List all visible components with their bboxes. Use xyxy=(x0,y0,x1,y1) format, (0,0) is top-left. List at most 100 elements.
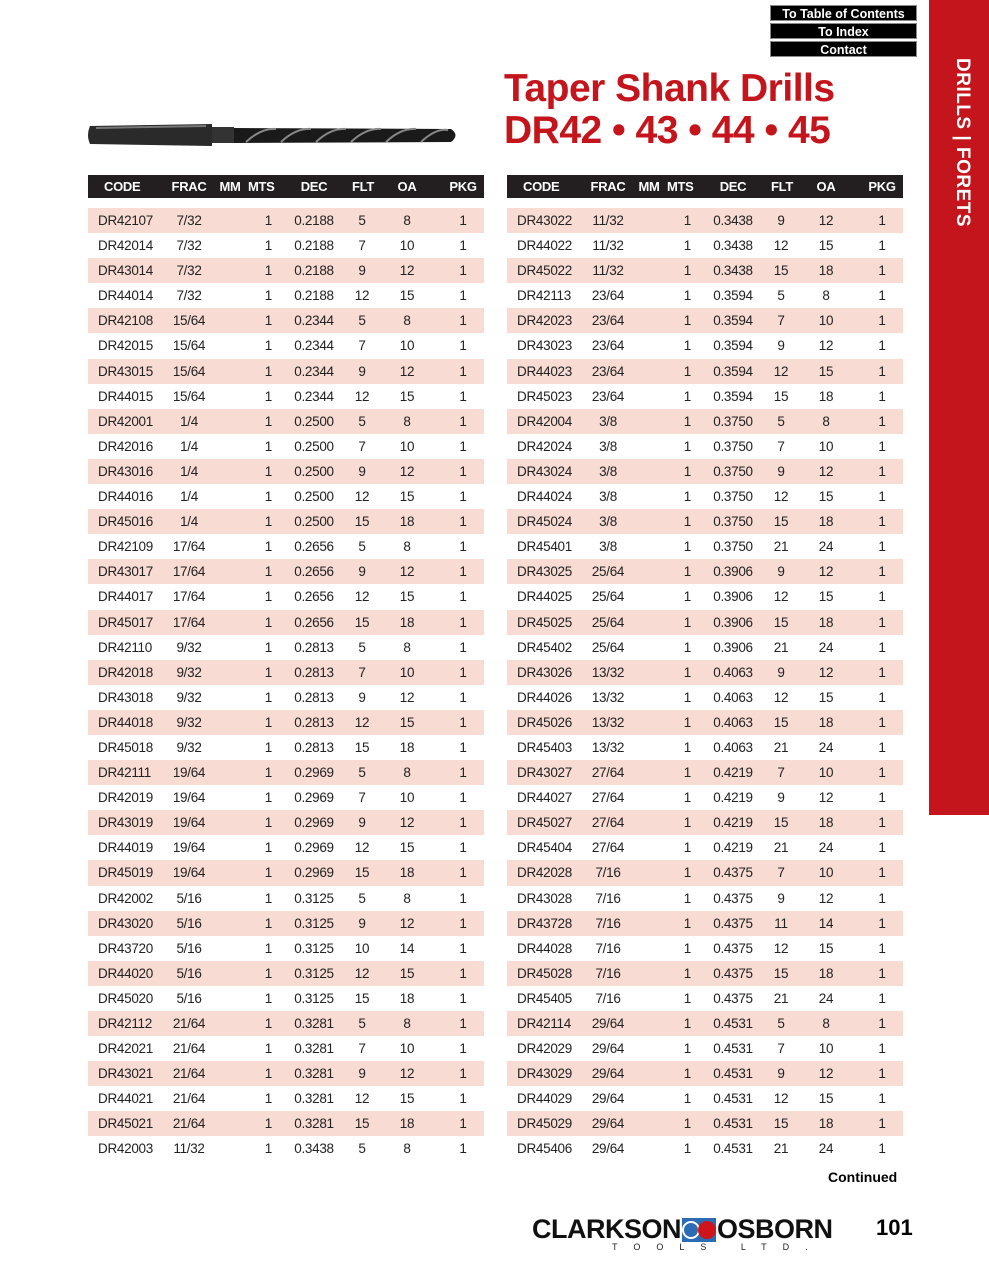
table-cell: 7/32 xyxy=(176,238,202,254)
index-link[interactable]: To Index xyxy=(770,23,917,39)
table-cell: 10 xyxy=(818,438,834,454)
table-cell: 15 xyxy=(399,288,415,304)
table-cell: 18 xyxy=(818,965,834,981)
table-cell: 1 xyxy=(683,1016,692,1031)
table-cell: 0.3125 xyxy=(294,990,334,1006)
table-cell: 1 xyxy=(459,765,467,781)
table-cell: 0.3594 xyxy=(713,313,753,329)
table-cell: DR45404 xyxy=(517,840,572,856)
table-cell: 1 xyxy=(264,664,273,680)
table-cell: 10 xyxy=(818,865,834,881)
table-cell: 0.3594 xyxy=(713,288,753,304)
table-cell: 0.3750 xyxy=(713,438,753,454)
table-cell: 0.3438 xyxy=(713,213,753,228)
table-cell: 0.3750 xyxy=(713,413,753,429)
table-cell: 15 xyxy=(399,840,415,856)
table-cell: 1 xyxy=(878,238,886,254)
table-cell xyxy=(212,1111,248,1136)
table-cell: 12 xyxy=(773,589,789,605)
table-cell: 1 xyxy=(264,965,273,981)
table-cell: DR45021 xyxy=(98,1116,153,1132)
table-cell xyxy=(631,660,667,685)
table-row: DR44018 9/32 1 0.2813 12 15 1 xyxy=(88,709,484,735)
table-cell: 14 xyxy=(399,940,415,956)
table-cell: 1 xyxy=(264,890,273,906)
table-cell: 0.3906 xyxy=(713,614,753,630)
table-cell: 1 xyxy=(878,1116,886,1132)
table-cell: 7/16 xyxy=(595,965,621,981)
table-cell: DR43019 xyxy=(98,815,153,831)
table-cell: 1 xyxy=(459,1116,467,1132)
table-row: DR42002 5/16 1 0.3125 5 8 1 xyxy=(88,886,484,911)
table-cell: 5 xyxy=(358,1141,366,1157)
table-cell xyxy=(631,258,667,283)
table-cell: DR44020 xyxy=(98,965,153,981)
table-cell: 1 xyxy=(264,614,273,630)
table-cell: 1 xyxy=(264,940,273,956)
table-cell: 1/4 xyxy=(180,489,198,505)
table-cell: 1 xyxy=(264,790,273,806)
table-row: DR45402 25/64 1 0.3906 21 24 1 xyxy=(507,635,903,660)
table-cell: 7 xyxy=(777,765,785,781)
table-cell: 29/64 xyxy=(591,1116,625,1132)
table-cell: DR44014 xyxy=(98,288,153,304)
table-cell: 1 xyxy=(683,438,692,454)
table-cell: 18 xyxy=(818,614,834,630)
table-cell: 1 xyxy=(683,288,692,304)
table-cell: 18 xyxy=(399,865,415,881)
table-cell: DR43720 xyxy=(98,940,153,956)
table-cell: 8 xyxy=(403,539,411,555)
table-cell: 13/32 xyxy=(591,689,625,705)
table-cell: 0.4531 xyxy=(713,1066,753,1082)
table-cell: 1 xyxy=(683,890,692,906)
table-row: DR43023 23/64 1 0.3594 9 12 1 xyxy=(507,333,903,358)
contact-link[interactable]: Contact xyxy=(770,41,917,57)
table-cell: 1 xyxy=(878,413,886,429)
table-cell: 1 xyxy=(459,564,467,580)
table-cell: 0.3281 xyxy=(294,1066,334,1082)
table-cell: DR45018 xyxy=(98,739,153,755)
table-row: DR42029 29/64 1 0.4531 7 10 1 xyxy=(507,1036,903,1061)
table-cell: 1 xyxy=(878,1141,886,1157)
table-cell: 1 xyxy=(264,1066,273,1082)
table-cell: 27/64 xyxy=(591,765,625,781)
toc-link[interactable]: To Table of Contents xyxy=(770,5,917,21)
table-cell: DR42015 xyxy=(98,338,153,354)
table-cell: 0.2969 xyxy=(294,865,334,881)
table-cell: 1 xyxy=(683,238,692,254)
table-cell: 1 xyxy=(264,1116,273,1132)
table-cell: 1 xyxy=(878,338,886,354)
table-cell: 12 xyxy=(773,489,789,505)
table-cell: 1 xyxy=(264,338,273,354)
table-cell: 15 xyxy=(354,865,370,881)
table-cell: 7 xyxy=(358,338,366,354)
table-cell xyxy=(631,359,667,384)
table-cell xyxy=(631,559,667,584)
table-cell: 0.2344 xyxy=(294,363,334,379)
table-cell: 5 xyxy=(358,765,366,781)
table-cell: 1 xyxy=(459,940,467,956)
table-cell: DR42014 xyxy=(98,238,153,254)
table-cell: 1 xyxy=(683,263,692,279)
table-cell: 17/64 xyxy=(172,564,206,580)
table-cell: 13/32 xyxy=(591,664,625,680)
table-cell: 1 xyxy=(264,564,273,580)
table-row: DR43027 27/64 1 0.4219 7 10 1 xyxy=(507,760,903,786)
table-cell: 15/64 xyxy=(172,388,206,404)
table-row: DR43016 1/4 1 0.2500 9 12 1 xyxy=(88,458,484,485)
table-row: DR42001 1/4 1 0.2500 5 8 1 xyxy=(88,408,484,434)
column-header: MM xyxy=(219,179,241,194)
table-cell xyxy=(212,660,248,685)
table-cell: 0.4219 xyxy=(713,840,753,856)
table-cell: 19/64 xyxy=(172,840,206,856)
table-cell: 9 xyxy=(777,213,785,228)
table-cell: 1 xyxy=(683,1116,692,1132)
table-cell: 0.4375 xyxy=(713,965,753,981)
table-row: DR45016 1/4 1 0.2500 15 18 1 xyxy=(88,509,484,535)
table-cell: 3/8 xyxy=(599,463,617,479)
table-cell xyxy=(631,835,667,860)
table-cell xyxy=(212,233,248,258)
table-cell: 17/64 xyxy=(172,539,206,555)
table-row: DR43017 17/64 1 0.2656 9 12 1 xyxy=(88,559,484,585)
table-cell: DR45022 xyxy=(517,263,572,279)
